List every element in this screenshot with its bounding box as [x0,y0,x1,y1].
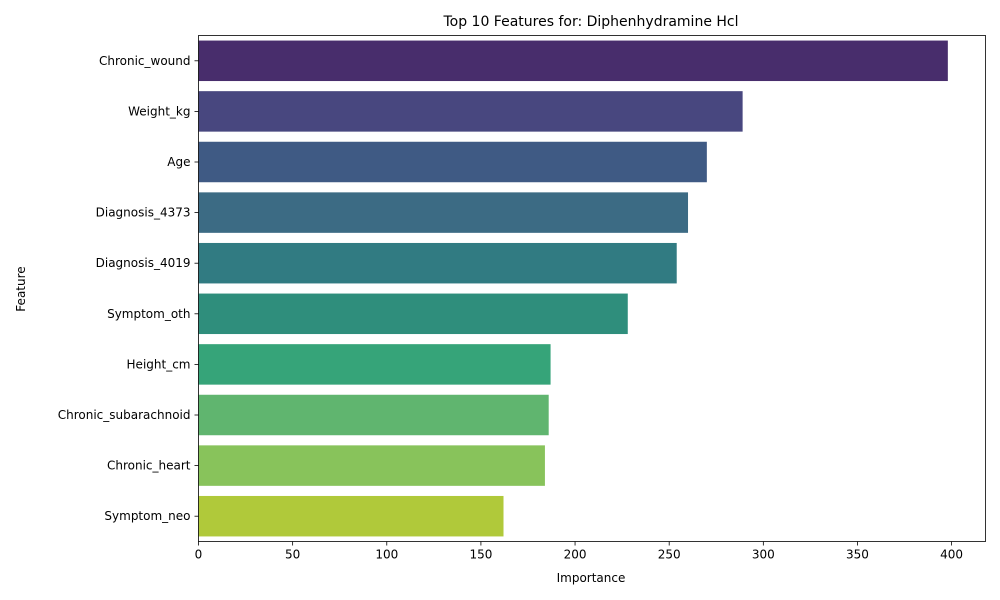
bar-age [198,141,707,183]
y-tick-label: Age [167,155,190,169]
y-tick-label: Chronic_subarachnoid [58,408,191,422]
bar-chronic-subarachnoid [198,394,549,436]
bar-diagnosis-4019 [198,242,677,284]
plot-frame [198,35,986,542]
x-tick-label: 300 [752,548,775,562]
x-tick-label: 50 [285,548,300,562]
y-ticks-group: Chronic_wound Weight_kg Age Diagnosis_4373 D… [58,54,199,523]
y-tick-label: Height_cm [127,357,191,371]
x-tick-label: 200 [564,548,587,562]
y-tick-label: Chronic_wound [99,54,191,68]
y-tick-label: Diagnosis_4373 [96,206,191,220]
x-tick-label: 0 [195,548,203,562]
bar-weight-kg [198,91,743,132]
y-axis-title: Feature [14,266,28,311]
x-tick-label: 350 [846,548,869,562]
bar-diagnosis-4373 [198,192,689,233]
x-tick-label: 250 [658,548,681,562]
bar-chronic-wound [198,40,948,82]
x-tick-label: 400 [940,548,963,562]
x-ticks-group: 0 50 100 150 200 250 300 350 400 [195,541,963,562]
bar-symptom-neo [198,495,504,537]
y-tick-label: Chronic_heart [107,459,191,473]
bar-height-cm [198,344,551,385]
bar-chronic-heart [198,445,545,486]
x-tick-label: 150 [469,548,492,562]
x-axis-title: Importance [557,571,626,585]
bars-group [198,40,948,537]
y-tick-label: Symptom_oth [107,307,190,321]
y-tick-label: Symptom_neo [104,509,190,523]
x-tick-label: 100 [375,548,398,562]
y-tick-label: Diagnosis_4019 [96,256,191,270]
bar-symptom-oth [198,293,628,335]
y-tick-label: Weight_kg [128,104,190,118]
chart-title: Top 10 Features for: Diphenhydramine Hcl [442,14,738,30]
